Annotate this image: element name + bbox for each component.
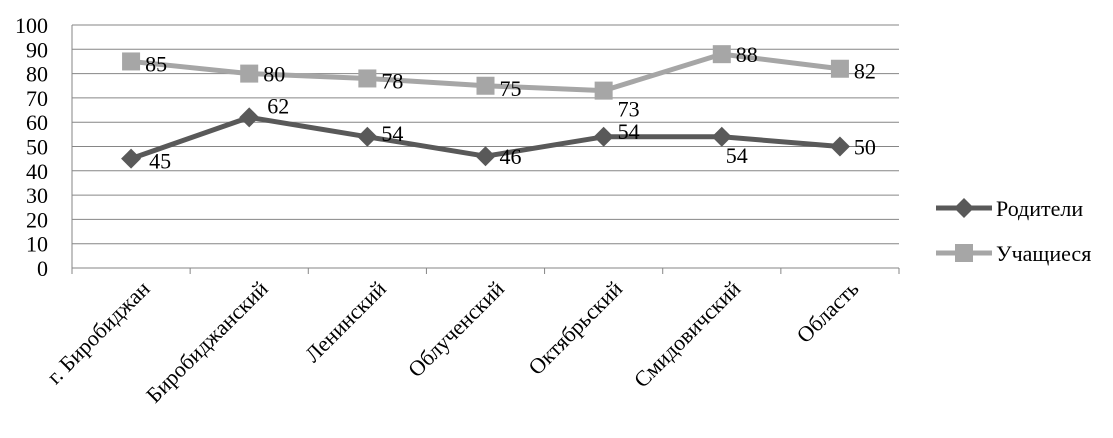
square-marker	[955, 244, 973, 262]
x-category-label: Биробиджанский	[141, 276, 273, 408]
series-layer	[121, 45, 850, 169]
legend-label: Родители	[996, 196, 1083, 221]
data-label: 75	[500, 76, 522, 101]
data-label: 46	[500, 144, 522, 169]
x-category-label: Ленинский	[300, 276, 391, 367]
data-label: 73	[618, 97, 640, 122]
legend-item: Родители	[936, 196, 1083, 221]
data-label: 54	[381, 121, 403, 146]
diamond-marker	[954, 198, 974, 218]
y-tick-label: 100	[15, 13, 48, 38]
legend-item: Учащиеся	[936, 241, 1091, 266]
series-students	[122, 45, 849, 100]
x-category-label: Область	[792, 276, 864, 348]
y-tick-label: 10	[26, 232, 48, 257]
y-tick-label: 40	[26, 159, 48, 184]
series-parents	[121, 107, 850, 169]
data-label: 62	[267, 93, 289, 118]
y-tick-label: 90	[26, 37, 48, 62]
data-label: 80	[263, 62, 285, 87]
data-label: 54	[726, 143, 748, 168]
x-category-label: Октябрьский	[523, 276, 627, 380]
y-tick-label: 50	[26, 135, 48, 160]
diamond-marker	[239, 107, 260, 128]
square-marker	[594, 81, 613, 100]
diamond-marker	[829, 136, 850, 157]
y-tick-label: 0	[37, 256, 48, 281]
data-label: 45	[149, 149, 171, 174]
square-marker	[476, 76, 495, 95]
diamond-marker	[121, 148, 142, 169]
x-category-label: Облученский	[403, 276, 509, 382]
data-label: 85	[145, 51, 167, 76]
y-tick-label: 60	[26, 110, 48, 135]
x-category-label: Смидовичский	[629, 276, 746, 393]
data-labels: 45 62 54 46 54 54 50 85 80 78 75 73 88 82	[145, 42, 876, 173]
square-marker	[830, 59, 849, 78]
data-label: 78	[381, 68, 403, 93]
x-category-label: г. Биробиджан	[42, 276, 155, 389]
legend: Родители Учащиеся	[936, 196, 1091, 266]
data-label: 54	[618, 119, 640, 144]
y-tick-label: 80	[26, 62, 48, 87]
square-marker	[712, 45, 731, 64]
y-tick-label: 20	[26, 207, 48, 232]
y-tick-label: 30	[26, 183, 48, 208]
data-label: 82	[854, 59, 876, 84]
square-marker	[240, 64, 259, 83]
y-tick-label: 70	[26, 86, 48, 111]
data-label: 50	[854, 135, 876, 160]
diamond-marker	[593, 126, 614, 147]
diamond-marker	[475, 146, 496, 167]
square-marker	[358, 69, 377, 88]
diamond-marker	[711, 126, 732, 147]
legend-label: Учащиеся	[996, 241, 1091, 266]
diamond-marker	[357, 126, 378, 147]
data-label: 88	[736, 42, 758, 67]
square-marker	[122, 52, 141, 71]
